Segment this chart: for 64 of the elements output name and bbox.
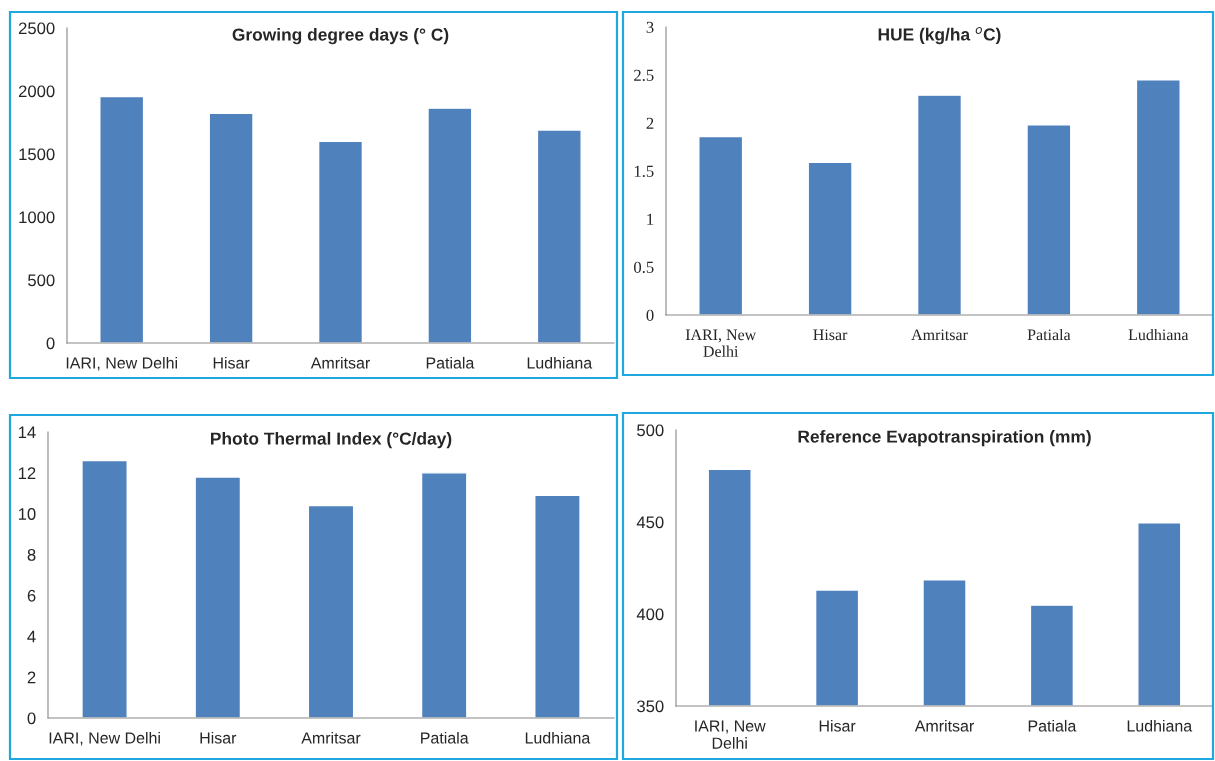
x-tick-label: IARI, New Delhi: [685, 329, 757, 357]
x-tick-label: IARI, New Delhi: [66, 356, 177, 371]
y-tick-label: 2000: [18, 85, 55, 98]
y-tick-label: 8: [27, 548, 36, 561]
y-tick-label: 0: [46, 337, 55, 350]
y-tick-label: 1000: [19, 211, 55, 224]
x-tick-label: Patiala: [1027, 328, 1071, 341]
y-tick-label: 12: [18, 467, 36, 479]
x-tick-label: Amritsar: [310, 356, 370, 369]
y-tick-label: 2: [27, 671, 36, 684]
y-tick-label: 0: [27, 712, 36, 725]
chart-title: Growing degree days (° C): [232, 28, 449, 45]
bar: [1026, 124, 1072, 315]
x-tick-label: Patiala: [421, 731, 469, 744]
y-tick-label: 2500: [18, 22, 55, 35]
x-tick-label: Hisar: [213, 356, 250, 369]
y-tick-label: 10: [18, 508, 36, 520]
y-tick-label: 0.5: [634, 261, 654, 274]
y-tick-label: 500: [28, 274, 55, 287]
y-tick-label: 400: [636, 608, 664, 621]
chart-title: Photo Thermal Index (°C/day): [211, 432, 452, 449]
x-tick-label: Ludhiana: [1127, 719, 1193, 732]
x-tick-label: Ludhiana: [1128, 328, 1189, 341]
y-tick-label: 2: [646, 117, 654, 129]
bar: [536, 129, 582, 343]
x-tick-label: Hisar: [813, 329, 848, 341]
bar: [307, 504, 355, 718]
x-tick-label: Amritsar: [911, 329, 968, 341]
x-tick-label: Ludhiana: [525, 731, 591, 744]
y-tick-label: 3: [646, 21, 654, 33]
y-tick-label: 2.5: [634, 69, 654, 82]
bar: [534, 494, 581, 718]
bar: [194, 476, 242, 718]
y-tick-label: 4: [27, 630, 36, 643]
bar: [420, 472, 468, 718]
y-tick-label: 6: [27, 589, 36, 602]
bar: [427, 107, 473, 343]
x-tick-label: Hisar: [200, 731, 237, 744]
y-tick-label: 1500: [19, 148, 55, 161]
y-tick-label: 450: [636, 516, 664, 529]
bar: [698, 135, 744, 315]
bar: [807, 161, 853, 315]
x-tick-label: IARI, New Delhi: [695, 720, 766, 749]
x-tick-label: Hisar: [819, 719, 856, 732]
y-tick-label: 1: [647, 213, 654, 225]
bar: [916, 94, 963, 315]
chart-title: HUE (kg/ha $^{o}$C): [878, 27, 1001, 45]
x-tick-label: IARI, New Delhi: [49, 731, 160, 746]
y-tick-label: 1.5: [634, 165, 654, 178]
x-tick-label: Patiala: [1028, 719, 1077, 732]
bar: [81, 459, 128, 718]
bar: [317, 140, 364, 343]
x-tick-label: Amritsar: [301, 731, 361, 744]
x-tick-label: Amritsar: [914, 719, 974, 732]
y-tick-label: 0: [646, 309, 654, 321]
bar: [208, 112, 254, 343]
y-tick-label: 350: [637, 700, 664, 713]
chart-title: Reference Evapotranspiration (mm): [798, 430, 1091, 447]
bar: [1135, 79, 1181, 315]
y-tick-label: 500: [637, 424, 664, 437]
x-tick-label: Patiala: [426, 356, 475, 369]
x-tick-label: Ludhiana: [527, 356, 593, 369]
bar: [99, 95, 145, 343]
y-tick-label: 14: [18, 426, 36, 439]
